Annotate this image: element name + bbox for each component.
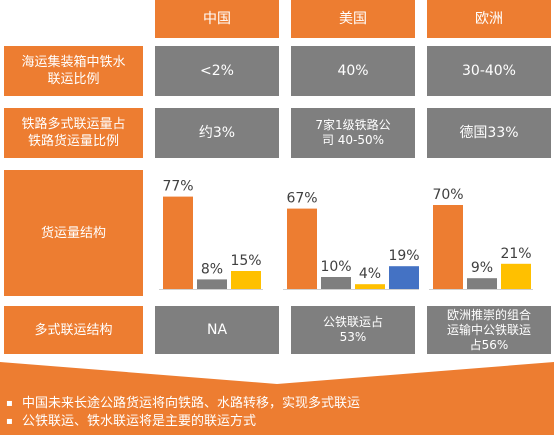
bar-label-1-3: 15% [230, 253, 261, 269]
value-china-multimodal-structure: NA [155, 306, 279, 354]
value-europe-multimodal-structure: 欧洲推崇的组合 运输中公铁联运 占56% [427, 306, 551, 354]
value-china-rail-multimodal: 约3% [155, 108, 279, 158]
bar-label-1-2: 8% [201, 261, 223, 277]
bar-2-1 [287, 208, 317, 289]
value-usa-rail-multimodal: 7家1级铁路公 司 40-50% [291, 108, 415, 158]
column-header-china: 中国 [155, 0, 279, 38]
bar-label-3-2: 9% [471, 260, 493, 276]
value-europe-rail-multimodal: 德国33% [427, 108, 551, 158]
row-label-container-rail-share: 海运集装箱中铁水 联运比例 [4, 46, 143, 96]
value-usa-container-rail: 40% [291, 46, 415, 96]
value-china-container-rail: <2% [155, 46, 279, 96]
freight-structure-chart: 77% 8% 15% 67% 10% 4% 19% 70% 9% 21% [159, 179, 533, 290]
bar-label-2-1: 67% [286, 191, 317, 207]
bar-label-2-4: 19% [388, 248, 419, 264]
bar-label-1-1: 77% [162, 179, 193, 195]
bar-2-3 [355, 284, 385, 289]
down-arrow-notch [0, 362, 554, 384]
bullet-icon: ▪ [6, 416, 13, 427]
bar-3-3 [501, 263, 531, 289]
row-label-multimodal-structure: 多式联运结构 [4, 306, 143, 354]
column-header-europe: 欧洲 [427, 0, 551, 38]
value-usa-multimodal-structure: 公铁联运占 53% [291, 306, 415, 354]
bar-label-2-2: 10% [320, 259, 351, 275]
row-label-freight-structure: 货运量结构 [4, 170, 143, 296]
conclusion-line-1: ▪ 中国未来长途公路货运将向铁路、水路转移，实现多式联运 [6, 396, 360, 412]
value-europe-container-rail: 30-40% [427, 46, 551, 96]
bar-label-3-1: 70% [432, 187, 463, 203]
bar-1-3 [231, 271, 261, 289]
bar-1-1 [163, 196, 193, 289]
bar-1-2 [197, 279, 227, 289]
bullet-icon: ▪ [6, 398, 13, 409]
bar-3-2 [467, 278, 497, 289]
bar-2-4 [389, 266, 419, 289]
column-header-usa: 美国 [291, 0, 415, 38]
bar-label-2-3: 4% [359, 266, 381, 282]
bar-2-2 [321, 277, 351, 289]
row-label-rail-multimodal-share: 铁路多式联运量占 铁路货运量比例 [4, 108, 143, 158]
conclusion-text-2: 公铁联运、铁水联运将是主要的联运方式 [22, 414, 257, 429]
bar-3-1 [433, 205, 463, 289]
conclusion-line-2: ▪ 公铁联运、铁水联运将是主要的联运方式 [6, 414, 256, 430]
bar-label-3-3: 21% [500, 246, 531, 262]
conclusion-text-1: 中国未来长途公路货运将向铁路、水路转移，实现多式联运 [22, 396, 361, 411]
